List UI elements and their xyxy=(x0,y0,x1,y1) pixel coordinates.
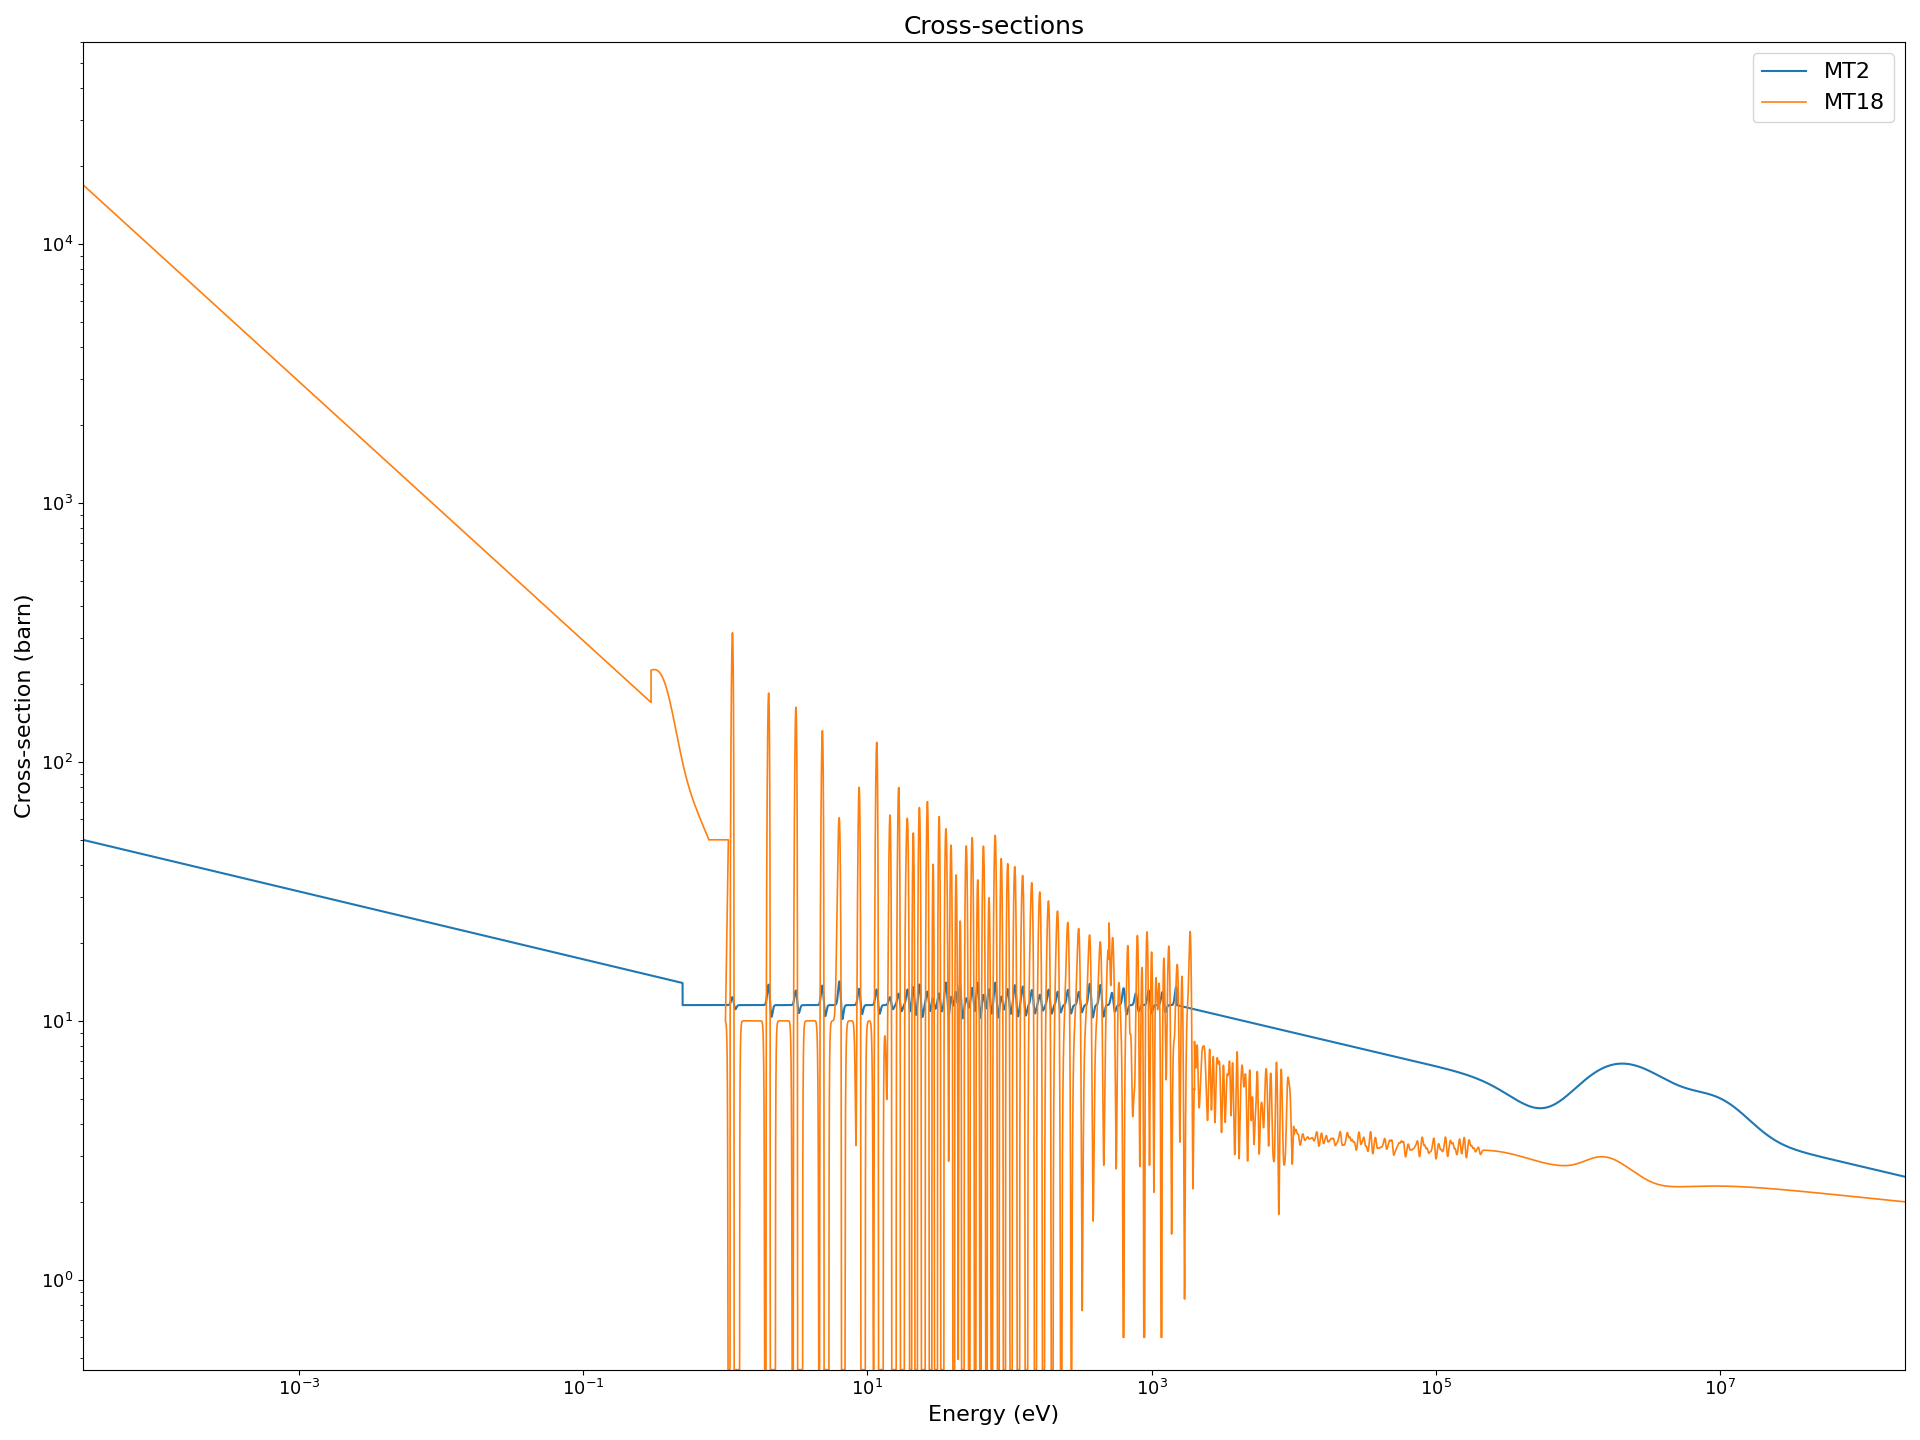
X-axis label: Energy (eV): Energy (eV) xyxy=(927,1405,1060,1426)
MT18 xyxy=(716,1361,739,1378)
MT2 xyxy=(728,996,751,1014)
MT2 xyxy=(1893,1168,1916,1185)
MT18 xyxy=(730,1014,753,1031)
MT18 xyxy=(1523,1152,1546,1169)
MT2 xyxy=(778,996,801,1014)
MT18 xyxy=(1114,1060,1137,1077)
MT2 xyxy=(71,831,94,848)
MT18 xyxy=(1162,1094,1185,1112)
MT18 xyxy=(71,176,94,193)
MT18 xyxy=(874,1030,897,1047)
Title: Cross-sections: Cross-sections xyxy=(902,14,1085,39)
MT2 xyxy=(1135,994,1158,1011)
MT2 xyxy=(1071,999,1094,1017)
MT2 xyxy=(687,996,710,1014)
Y-axis label: Cross-section (barn): Cross-section (barn) xyxy=(15,593,35,818)
Line: MT2: MT2 xyxy=(83,840,1905,1176)
MT18 xyxy=(1893,1194,1916,1211)
MT18 xyxy=(1665,1178,1688,1195)
MT2 xyxy=(927,985,950,1002)
Line: MT18: MT18 xyxy=(83,184,1905,1369)
Legend: MT2, MT18: MT2, MT18 xyxy=(1753,53,1893,122)
